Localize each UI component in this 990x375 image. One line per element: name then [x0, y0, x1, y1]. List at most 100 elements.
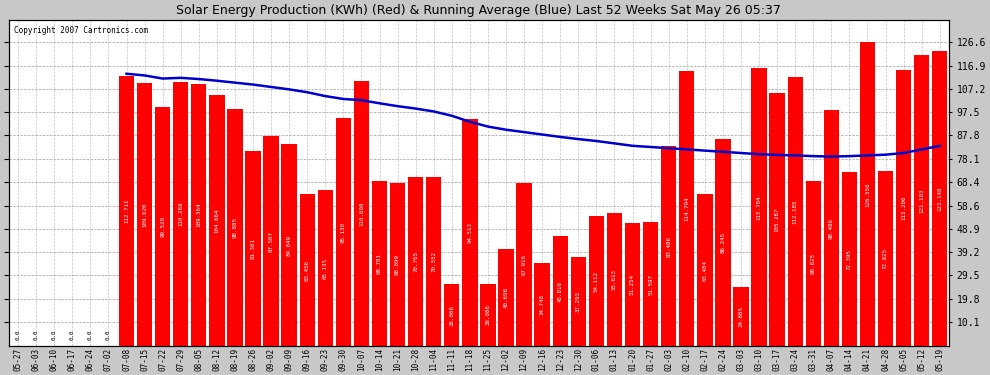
- Text: 98.486: 98.486: [829, 217, 834, 238]
- Text: 112.185: 112.185: [793, 200, 798, 224]
- Text: 94.513: 94.513: [467, 222, 472, 243]
- Text: 121.103: 121.103: [919, 189, 925, 213]
- Text: 83.486: 83.486: [666, 236, 671, 256]
- Text: 54.112: 54.112: [594, 271, 599, 292]
- Text: 55.613: 55.613: [612, 269, 617, 290]
- Text: 51.597: 51.597: [648, 274, 653, 295]
- Text: 0.0: 0.0: [88, 330, 93, 340]
- Bar: [372, 181, 387, 346]
- Text: 105.287: 105.287: [774, 208, 780, 232]
- Bar: [498, 249, 514, 346]
- Bar: [607, 213, 622, 346]
- Bar: [300, 194, 315, 346]
- Bar: [462, 119, 477, 346]
- Bar: [933, 51, 947, 346]
- Text: 81.361: 81.361: [250, 238, 255, 259]
- Bar: [517, 183, 532, 346]
- Text: 26.066: 26.066: [449, 304, 454, 326]
- Text: 99.520: 99.520: [160, 216, 165, 237]
- Bar: [734, 286, 748, 346]
- Bar: [661, 146, 676, 346]
- Bar: [769, 93, 785, 346]
- Text: 84.049: 84.049: [287, 235, 292, 256]
- Text: 0.0: 0.0: [34, 330, 39, 340]
- Text: 34.748: 34.748: [540, 294, 545, 315]
- Title: Solar Energy Production (KWh) (Red) & Running Average (Blue) Last 52 Weeks Sat M: Solar Energy Production (KWh) (Red) & Ru…: [176, 4, 781, 17]
- Text: 0.0: 0.0: [69, 330, 75, 340]
- Bar: [643, 222, 658, 346]
- Text: 72.395: 72.395: [846, 249, 852, 270]
- Text: 68.099: 68.099: [395, 254, 400, 275]
- Text: 68.781: 68.781: [377, 253, 382, 274]
- Text: 126.550: 126.550: [865, 182, 870, 207]
- Bar: [878, 171, 893, 346]
- Text: 87.507: 87.507: [268, 231, 273, 252]
- Bar: [715, 139, 731, 346]
- Bar: [408, 177, 424, 346]
- Text: 67.916: 67.916: [522, 254, 527, 275]
- Text: 37.293: 37.293: [576, 291, 581, 312]
- Text: 109.364: 109.364: [196, 203, 201, 227]
- Text: 40.698: 40.698: [504, 287, 509, 308]
- Bar: [191, 84, 207, 346]
- Bar: [336, 118, 351, 346]
- Text: 24.865: 24.865: [739, 306, 743, 327]
- Bar: [824, 110, 840, 346]
- Bar: [570, 257, 586, 346]
- Bar: [896, 70, 912, 346]
- Text: 63.404: 63.404: [702, 260, 707, 281]
- Text: 98.885: 98.885: [233, 217, 238, 238]
- Text: 0.0: 0.0: [106, 330, 111, 340]
- Text: 115.704: 115.704: [756, 195, 761, 220]
- Bar: [173, 81, 188, 346]
- Bar: [679, 70, 694, 346]
- Bar: [480, 284, 496, 346]
- Text: 104.664: 104.664: [215, 209, 220, 233]
- Bar: [535, 263, 549, 346]
- Text: 26.086: 26.086: [485, 304, 490, 326]
- Text: 112.711: 112.711: [124, 199, 129, 223]
- Text: 63.456: 63.456: [305, 260, 310, 280]
- Text: 109.620: 109.620: [143, 202, 148, 227]
- Bar: [842, 172, 857, 346]
- Bar: [318, 190, 333, 346]
- Bar: [119, 76, 135, 346]
- Text: 114.794: 114.794: [684, 196, 689, 221]
- Text: 45.816: 45.816: [557, 281, 562, 302]
- Bar: [353, 81, 369, 346]
- Text: 0.0: 0.0: [51, 330, 56, 340]
- Text: 68.825: 68.825: [811, 253, 816, 274]
- Bar: [751, 69, 766, 347]
- Bar: [228, 109, 243, 347]
- Bar: [390, 183, 405, 346]
- Bar: [859, 42, 875, 346]
- Bar: [137, 83, 152, 346]
- Bar: [697, 194, 713, 346]
- Bar: [445, 284, 459, 346]
- Text: Copyright 2007 Cartronics.com: Copyright 2007 Cartronics.com: [14, 26, 148, 35]
- Text: 70.552: 70.552: [432, 251, 437, 272]
- Bar: [552, 236, 568, 346]
- Bar: [155, 107, 170, 347]
- Text: 110.269: 110.269: [178, 202, 183, 226]
- Text: 86.245: 86.245: [721, 232, 726, 253]
- Text: 115.206: 115.206: [901, 196, 906, 220]
- Bar: [787, 77, 803, 347]
- Text: 70.705: 70.705: [413, 251, 418, 272]
- Bar: [625, 223, 641, 346]
- Text: 110.608: 110.608: [359, 201, 364, 226]
- Text: 95.130: 95.130: [341, 222, 346, 243]
- Bar: [246, 151, 260, 346]
- Text: 72.925: 72.925: [883, 248, 888, 269]
- Bar: [914, 56, 930, 346]
- Text: 0.0: 0.0: [16, 330, 21, 340]
- Bar: [426, 177, 442, 346]
- Text: 123.148: 123.148: [938, 186, 942, 211]
- Bar: [281, 144, 297, 346]
- Bar: [209, 95, 225, 346]
- Text: 51.254: 51.254: [630, 274, 635, 295]
- Text: 65.135: 65.135: [323, 258, 328, 279]
- Bar: [806, 181, 821, 346]
- Bar: [589, 216, 604, 346]
- Bar: [263, 136, 279, 346]
